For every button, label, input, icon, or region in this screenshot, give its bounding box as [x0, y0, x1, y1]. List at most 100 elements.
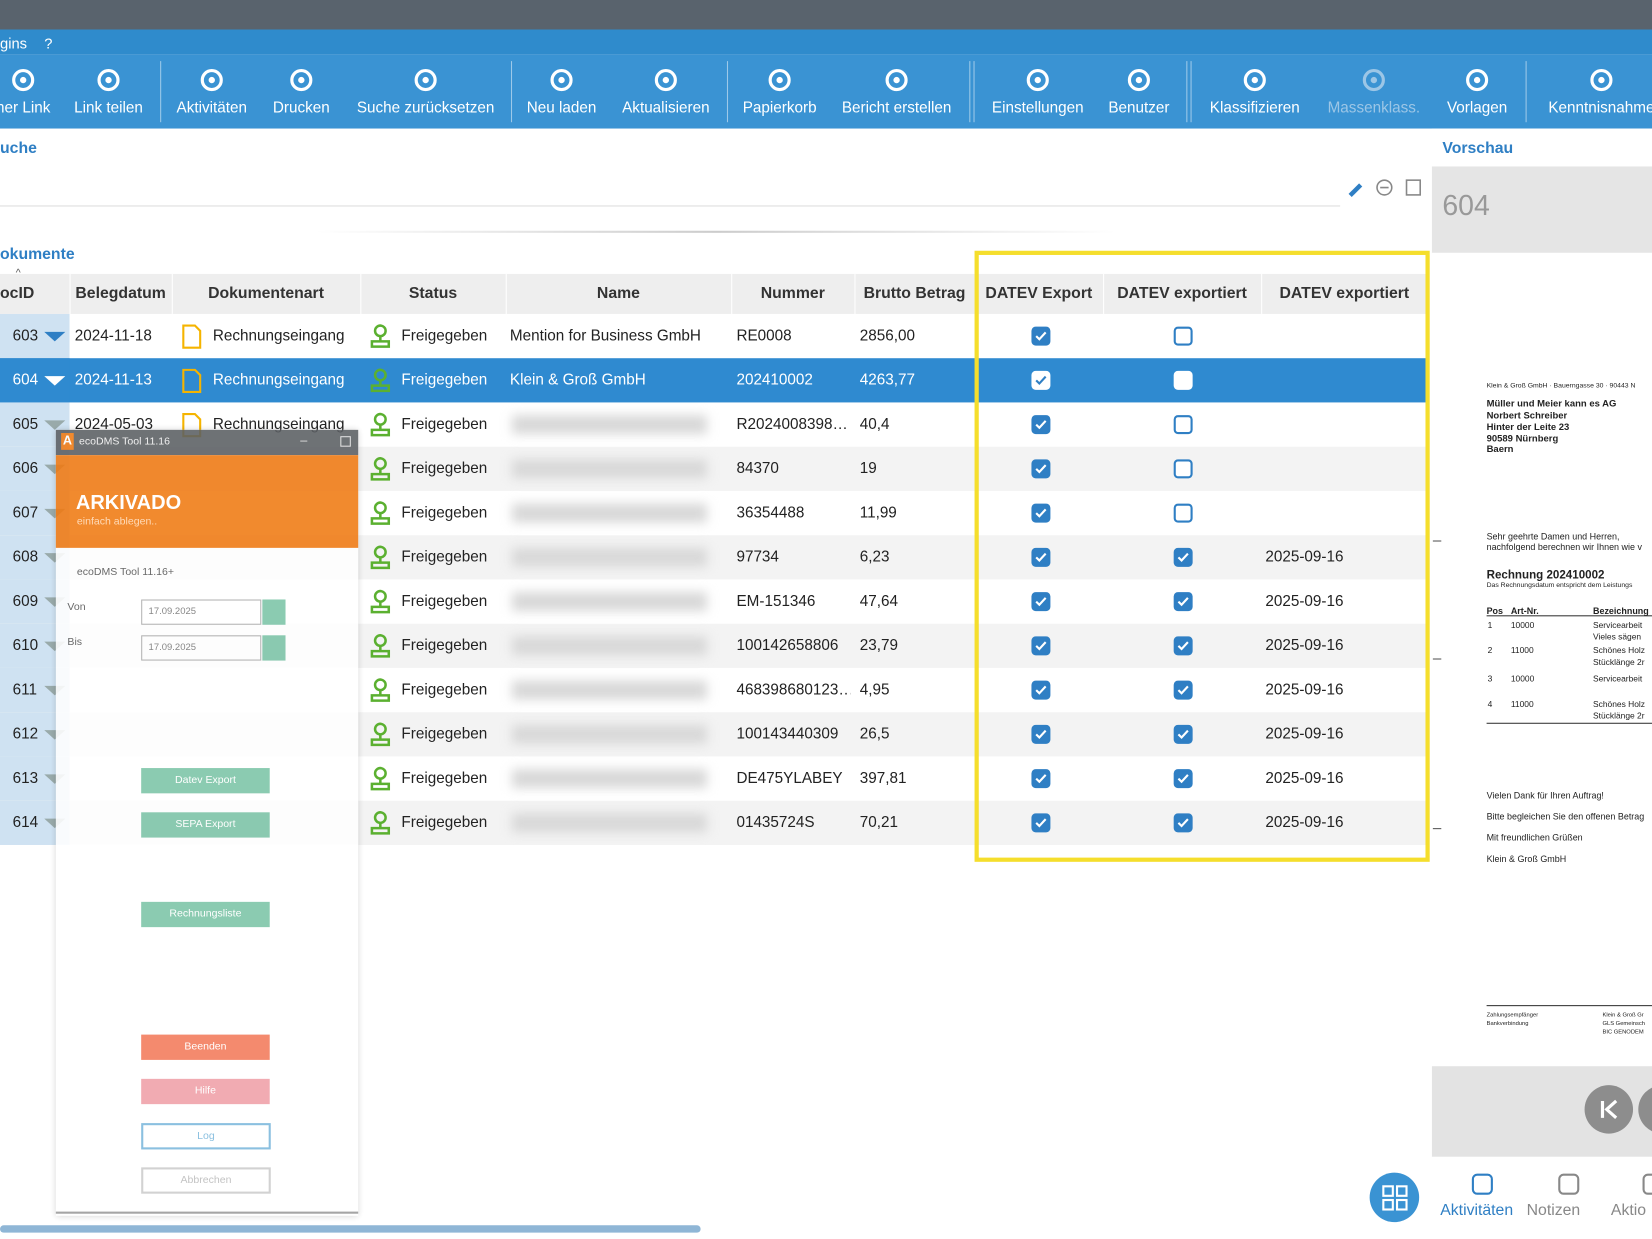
tab-icon[interactable]	[1640, 1172, 1652, 1197]
dialog-button[interactable]: Beenden	[141, 1034, 270, 1060]
checkbox[interactable]	[1030, 458, 1051, 479]
toolbar-button[interactable]: Aktivitäten	[138, 55, 285, 129]
toolbar-icon	[96, 67, 121, 92]
toolbar-button[interactable]: Klassifizieren	[1181, 55, 1328, 129]
toolbar-label: Massenklass.	[1327, 100, 1421, 117]
table-header[interactable]	[0, 273, 1428, 314]
tool-dialog: A ecoDMS Tool 11.16 – ARKIVADO einfach a…	[55, 429, 359, 1216]
checkbox[interactable]	[1173, 724, 1194, 745]
checkbox[interactable]	[1030, 635, 1051, 656]
checkbox[interactable]	[1030, 414, 1051, 435]
gross-cell: 26,5	[859, 725, 890, 743]
preview-header: 604	[1431, 166, 1652, 253]
table-row[interactable]: 603 2024-11-18 Rechnungseingang Freigegeben…	[0, 313, 1428, 359]
checkbox[interactable]	[1030, 591, 1051, 612]
document-text: Baern	[1486, 443, 1514, 455]
date-cell: 2024-11-18	[74, 327, 152, 345]
checkbox[interactable]	[1030, 724, 1051, 745]
expand-arrow[interactable]	[44, 374, 66, 387]
preview-tab[interactable]: Notizen	[1526, 1157, 1613, 1239]
toolbar-button[interactable]: Neu laden	[488, 55, 635, 129]
toolbar-button[interactable]: Aktualisieren	[592, 55, 739, 129]
toolbar-button[interactable]: ner Link	[0, 55, 97, 129]
status-cell: Freigegeben	[401, 371, 488, 389]
checkbox[interactable]	[1030, 812, 1051, 833]
toolbar-button[interactable]: Link teilen	[35, 55, 182, 129]
scrollbar[interactable]	[0, 1225, 701, 1233]
dialog-button[interactable]: Rechnungsliste	[141, 901, 270, 928]
checkbox[interactable]	[1173, 326, 1194, 347]
dialog-button[interactable]: Hilfe	[141, 1078, 270, 1105]
checkbox[interactable]	[1173, 370, 1194, 391]
tab-label[interactable]: Notizen	[1526, 1201, 1581, 1219]
toolbar-button[interactable]: Suche zurücksetzen	[352, 55, 499, 129]
date-input[interactable]: 17.09.2025	[141, 635, 262, 661]
checkbox[interactable]	[1173, 768, 1194, 789]
toolbar-button[interactable]: Drucken	[228, 55, 375, 129]
checkbox[interactable]	[1173, 591, 1194, 612]
tab-label[interactable]: Aktio	[1610, 1201, 1647, 1219]
status-cell: Freigegeben	[401, 725, 488, 743]
preview-tab[interactable]: Aktivitäten	[1440, 1157, 1526, 1239]
toolbar-button[interactable]: Kenntnisnahme	[1528, 55, 1652, 129]
checkbox[interactable]	[1173, 680, 1194, 701]
view-toggle-button[interactable]	[1369, 1172, 1420, 1223]
status-cell: Freigegeben	[401, 681, 488, 699]
prev-page-button[interactable]	[1638, 1085, 1652, 1134]
calendar-button[interactable]	[262, 599, 286, 625]
checkbox[interactable]	[1173, 635, 1194, 656]
dialog-button[interactable]: Log	[141, 1123, 271, 1150]
gross-cell: 23,79	[859, 637, 898, 655]
doc-id: 612	[12, 725, 39, 743]
checkbox[interactable]	[1030, 370, 1051, 391]
tab-label[interactable]: Aktivitäten	[1440, 1201, 1514, 1219]
exported-date-cell: 2025-09-16	[1265, 637, 1344, 655]
checkbox[interactable]	[1173, 547, 1194, 568]
expand-arrow[interactable]	[44, 418, 66, 431]
checkbox[interactable]	[1030, 680, 1051, 701]
checkbox[interactable]	[1173, 812, 1194, 833]
checkbox[interactable]	[1030, 326, 1051, 347]
edit-icon[interactable]	[1348, 183, 1363, 198]
redacted-name	[512, 503, 707, 523]
dialog-button[interactable]: Datev Export	[141, 768, 270, 794]
toolbar-button[interactable]: Vorlagen	[1403, 55, 1550, 129]
toolbar-label: Neu laden	[526, 100, 597, 117]
dialog-button[interactable]: Abbrechen	[141, 1167, 271, 1194]
toolbar-button[interactable]: Papierkorb	[706, 55, 853, 129]
maximize[interactable]	[340, 436, 351, 447]
highlight-frame	[974, 250, 1430, 862]
date-input[interactable]: 17.09.2025	[141, 599, 262, 625]
table-row[interactable]: 604 2024-11-13 Rechnungseingang Freigegeben…	[0, 358, 1428, 403]
checkbox[interactable]	[1173, 414, 1194, 435]
document-text: Bitte begleichen Sie den offenen Betrag	[1486, 811, 1645, 822]
checkbox[interactable]	[1030, 547, 1051, 568]
preview-tab[interactable]: Aktio	[1610, 1157, 1652, 1239]
remove-icon[interactable]	[1376, 179, 1393, 196]
checkbox[interactable]	[1030, 768, 1051, 789]
expand-arrow[interactable]	[44, 330, 66, 343]
document-rule	[1486, 1005, 1652, 1007]
status-icon	[369, 500, 392, 525]
tab-icon[interactable]	[1556, 1172, 1581, 1197]
search-field[interactable]	[0, 205, 1341, 207]
minimize[interactable]: –	[300, 433, 308, 448]
first-page-button[interactable]	[1584, 1085, 1634, 1134]
save-icon[interactable]	[1405, 179, 1422, 196]
checkbox[interactable]	[1173, 503, 1194, 524]
menu-item[interactable]: ?	[44, 34, 53, 52]
checkbox[interactable]	[1030, 503, 1051, 524]
checkbox[interactable]	[1173, 458, 1194, 479]
toolbar-button[interactable]: Einstellungen	[964, 55, 1111, 129]
calendar-button[interactable]	[262, 635, 286, 661]
tab-icon[interactable]	[1470, 1172, 1495, 1197]
gross-cell: 47,64	[859, 593, 898, 611]
menu-item[interactable]: gins	[0, 34, 28, 52]
exported-date-cell: 2025-09-16	[1265, 770, 1344, 788]
toolbar-button[interactable]: Benutzer	[1065, 55, 1212, 129]
toolbar-icon	[11, 67, 36, 92]
number-cell: 97734	[736, 548, 779, 566]
dialog-button[interactable]: SEPA Export	[141, 812, 270, 838]
toolbar-button[interactable]: Bericht erstellen	[823, 55, 970, 129]
document-text: 11000	[1510, 645, 1534, 656]
